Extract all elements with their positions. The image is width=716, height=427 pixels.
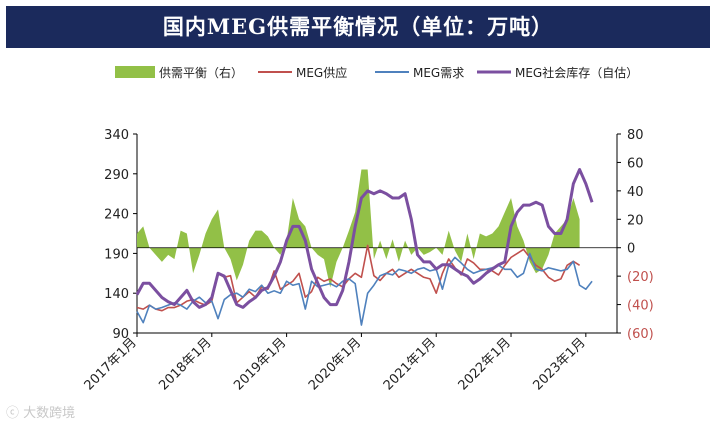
left-tick-label-3: 240 xyxy=(104,208,129,223)
right-tick-label-4: 20 xyxy=(627,213,644,228)
x-tick-label-6: 2023年1月 xyxy=(530,335,588,393)
left-tick-label-5: 340 xyxy=(104,128,129,143)
left-tick-label-2: 190 xyxy=(104,247,129,262)
right-tick-label-1: (40) xyxy=(627,299,654,314)
x-tick-label-2: 2019年1月 xyxy=(231,335,289,393)
right-tick-label-2: (20) xyxy=(627,270,654,285)
x-tick-label-0: 2017年1月 xyxy=(82,335,140,393)
x-tick-label-4: 2021年1月 xyxy=(381,335,439,393)
chart-title-banner: 国内MEG供需平衡情况（单位：万吨） xyxy=(6,6,710,48)
left-tick-label-1: 140 xyxy=(104,287,129,302)
legend-label-1: MEG供应 xyxy=(296,65,347,80)
left-tick-label-0: 90 xyxy=(112,327,129,342)
legend-swatch-balance xyxy=(115,66,155,78)
series-area-balance xyxy=(137,169,580,288)
chart: 供需平衡（右） MEG供应 MEG需求 MEG社会库存（自估） 90 140 190 240 2… xyxy=(82,65,654,393)
watermark: ⓒ 大数跨境 xyxy=(6,402,75,421)
watermark-icon: ⓒ xyxy=(6,406,20,421)
x-tick-label-5: 2022年1月 xyxy=(456,335,514,393)
right-tick-label-3: 0 xyxy=(627,242,635,257)
left-tick-label-4: 290 xyxy=(104,168,129,183)
right-tick-label-6: 60 xyxy=(627,156,644,171)
series-line-demand xyxy=(136,252,593,326)
right-tick-label-7: 80 xyxy=(627,128,644,143)
right-tick-label-5: 40 xyxy=(627,185,644,200)
right-tick-label-0: (60) xyxy=(627,327,654,342)
legend-label-2: MEG需求 xyxy=(413,66,464,80)
series-line-inventory xyxy=(135,168,594,309)
watermark-text: 大数跨境 xyxy=(23,406,76,421)
x-tick-label-3: 2020年1月 xyxy=(306,335,364,393)
legend-label-3: MEG社会库存（自估） xyxy=(515,65,638,80)
legend-label-0: 供需平衡（右） xyxy=(159,65,243,80)
x-tick-label-1: 2018年1月 xyxy=(156,335,214,393)
